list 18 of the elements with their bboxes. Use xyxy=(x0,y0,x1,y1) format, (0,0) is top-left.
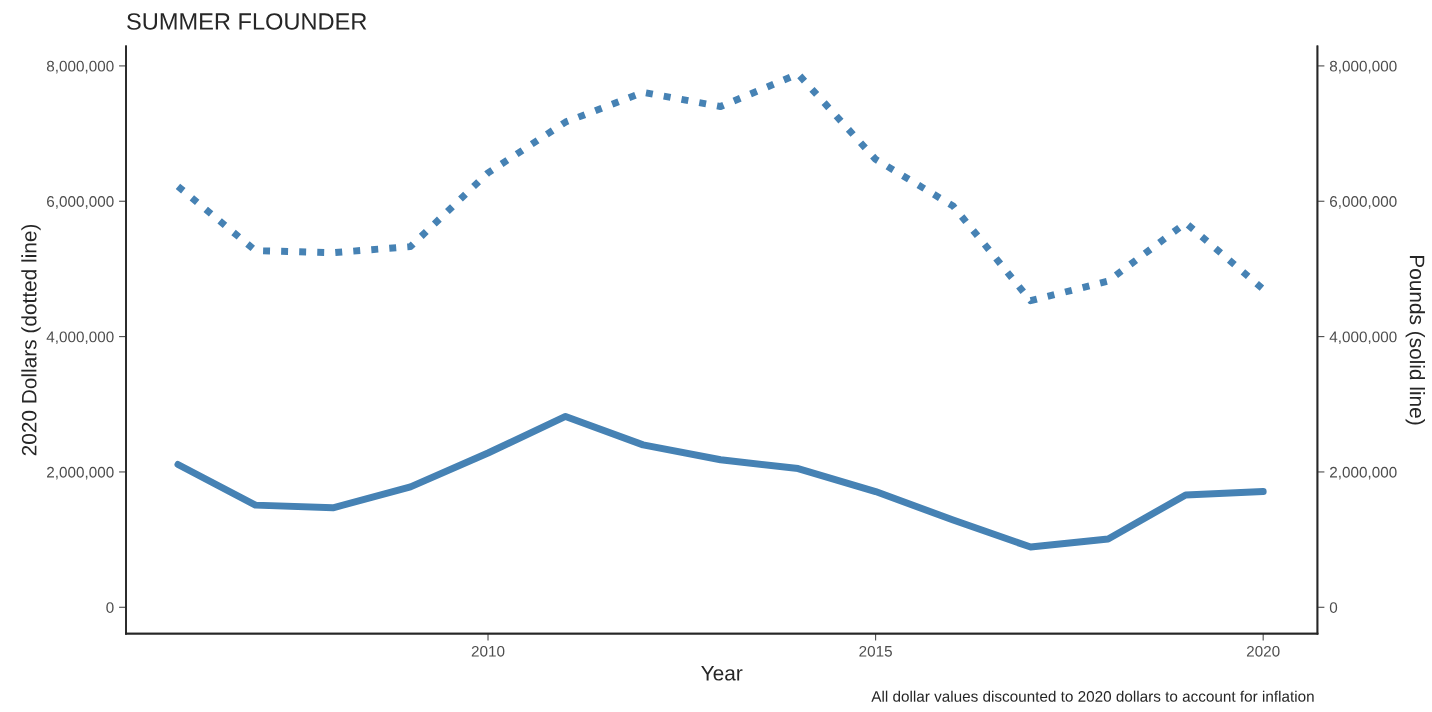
y-tick-label: 6,000,000 xyxy=(47,196,114,209)
text: All dollar values discounted to 2020 dollars to account for inflation xyxy=(871,690,1314,702)
x-tick-label: 2010 xyxy=(471,645,505,657)
x-tick-label: 2020 xyxy=(1246,645,1280,657)
x-tick-label: 2015 xyxy=(859,645,892,657)
y2-tick-label: 4,000,000 xyxy=(1329,331,1397,345)
y-tick-label: 0 xyxy=(106,602,114,613)
y2-tick-label: 6,000,000 xyxy=(1330,196,1397,209)
y-tick-label: 4,000,000 xyxy=(46,331,114,345)
chart-title: SUMMER FLOUNDER xyxy=(127,13,367,30)
y-tick-label: 2,000,000 xyxy=(47,466,114,480)
y2-tick-label: 0 xyxy=(1329,602,1338,613)
y2-tick-label: 8,000,000 xyxy=(1329,60,1397,74)
y2-tick-label: 2,000,000 xyxy=(1330,466,1397,480)
y-tick-label: 8,000,000 xyxy=(46,60,114,74)
y2-axis-title: Pounds (solid line) xyxy=(1405,256,1425,425)
y-axis-title: 2020 Dollars (dotted line) xyxy=(21,224,41,456)
x-axis-title: Year xyxy=(701,666,743,681)
